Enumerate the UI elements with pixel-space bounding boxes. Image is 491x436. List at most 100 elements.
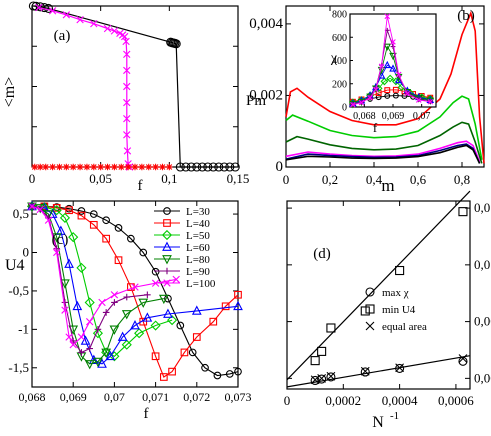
legend-marker: [163, 279, 171, 287]
data-point: [114, 256, 123, 265]
y-tick-label: 0,0704: [474, 257, 491, 272]
data-point: [90, 20, 98, 28]
data-point: [192, 162, 202, 172]
data-point: [80, 335, 91, 345]
y-axis-label: U4: [5, 257, 25, 274]
data-point: [89, 210, 98, 218]
data-point: [123, 147, 132, 155]
data-point: [142, 312, 153, 322]
y-tick-label: 0,5: [13, 206, 29, 221]
data-point: [49, 163, 56, 171]
data-point: [458, 356, 468, 366]
data-point: [123, 115, 131, 123]
data-point: [52, 204, 61, 212]
data-point: [171, 39, 181, 49]
data-point: [121, 32, 129, 41]
data-point: [93, 357, 103, 368]
data-point: [167, 315, 178, 326]
y-tick-label: 0,004: [249, 16, 283, 32]
data-point: [208, 162, 218, 172]
pm-curve-3: [285, 140, 481, 162]
data-point: [221, 302, 230, 311]
data-point: [117, 163, 125, 171]
y-tick-label: 0: [276, 159, 284, 175]
data-point: [317, 374, 327, 384]
data-point: [77, 211, 86, 220]
data-point: [62, 11, 71, 19]
data-point: [151, 352, 160, 361]
data-point: [94, 326, 102, 333]
pm-curve-1: [285, 95, 483, 160]
data-point: [35, 3, 43, 12]
inset-data-point: [389, 64, 397, 72]
data-point: [317, 346, 327, 356]
data-point: [102, 309, 110, 316]
x-axis-label-exponent: -1: [390, 410, 399, 422]
data-point: [84, 360, 95, 370]
data-point: [109, 325, 120, 335]
data-point: [85, 317, 94, 326]
data-point: [102, 216, 111, 225]
data-point: [123, 50, 131, 58]
panel-a: 0 0,05 0,1 0,15 (a) <m> f: [1, 1, 249, 194]
inset-data-point: [389, 52, 397, 61]
legend-marker: [163, 267, 171, 275]
data-point: [88, 354, 99, 364]
data-point: [213, 371, 222, 380]
data-point: [326, 323, 336, 333]
inset-y-tick-label: 800: [332, 10, 347, 21]
data-point: [176, 321, 185, 330]
data-point: [76, 163, 84, 171]
data-point: [458, 354, 468, 363]
data-point: [172, 275, 180, 284]
data-point: [65, 206, 73, 215]
data-point: [181, 162, 191, 172]
data-point: [77, 333, 86, 341]
data-point: [166, 163, 173, 171]
x-tick-label: 0,4: [366, 172, 383, 187]
data-point: [310, 356, 320, 366]
data-point: [102, 234, 111, 243]
plot-frame: [286, 200, 471, 390]
legend-label: L=100: [186, 278, 216, 290]
inset-data-point: [375, 90, 382, 97]
inset-y-tick-label: 0: [342, 103, 347, 114]
data-point: [175, 162, 185, 172]
inset-data-point: [392, 86, 399, 93]
x-tick-label: 0,0004: [382, 393, 418, 408]
legend-marker: [163, 219, 171, 227]
panel-label: (d): [313, 246, 331, 262]
inset-data-point: [391, 77, 400, 86]
data-point: [159, 163, 166, 171]
data-point: [131, 283, 139, 291]
panel-label: (c): [52, 232, 69, 248]
x-tick-label: 0,0002: [325, 393, 361, 408]
data-point: [168, 367, 176, 376]
x-tick-label: 0,071: [142, 390, 169, 404]
x-tick-label: 0,8: [454, 172, 470, 187]
data-point: [36, 163, 44, 171]
data-point: [201, 363, 209, 372]
data-point: [72, 300, 83, 311]
inset-data-point: [375, 94, 382, 101]
data-point: [139, 248, 148, 257]
y-tick-label: 0,0696: [474, 314, 491, 329]
y-tick-label: 0: [23, 244, 30, 259]
data-point: [127, 234, 135, 243]
x-tick-label: 0: [283, 172, 290, 187]
data-point: [86, 345, 93, 352]
legend-label: L=30: [186, 206, 210, 218]
data-point: [151, 267, 160, 276]
data-point: [191, 305, 202, 315]
data-point: [234, 290, 242, 299]
data-point: [114, 224, 123, 232]
data-point: [51, 205, 62, 216]
data-point: [77, 207, 86, 215]
data-point: [97, 358, 107, 368]
panel-c: 0,068 0,069 0,07 0,071 0,072 0,073 0,5 0 -0,5 -1 -…: [5, 200, 252, 422]
inset-data-point: [378, 63, 385, 70]
u4-line-0: [32, 205, 239, 377]
data-point: [317, 373, 327, 383]
data-point: [43, 210, 54, 220]
